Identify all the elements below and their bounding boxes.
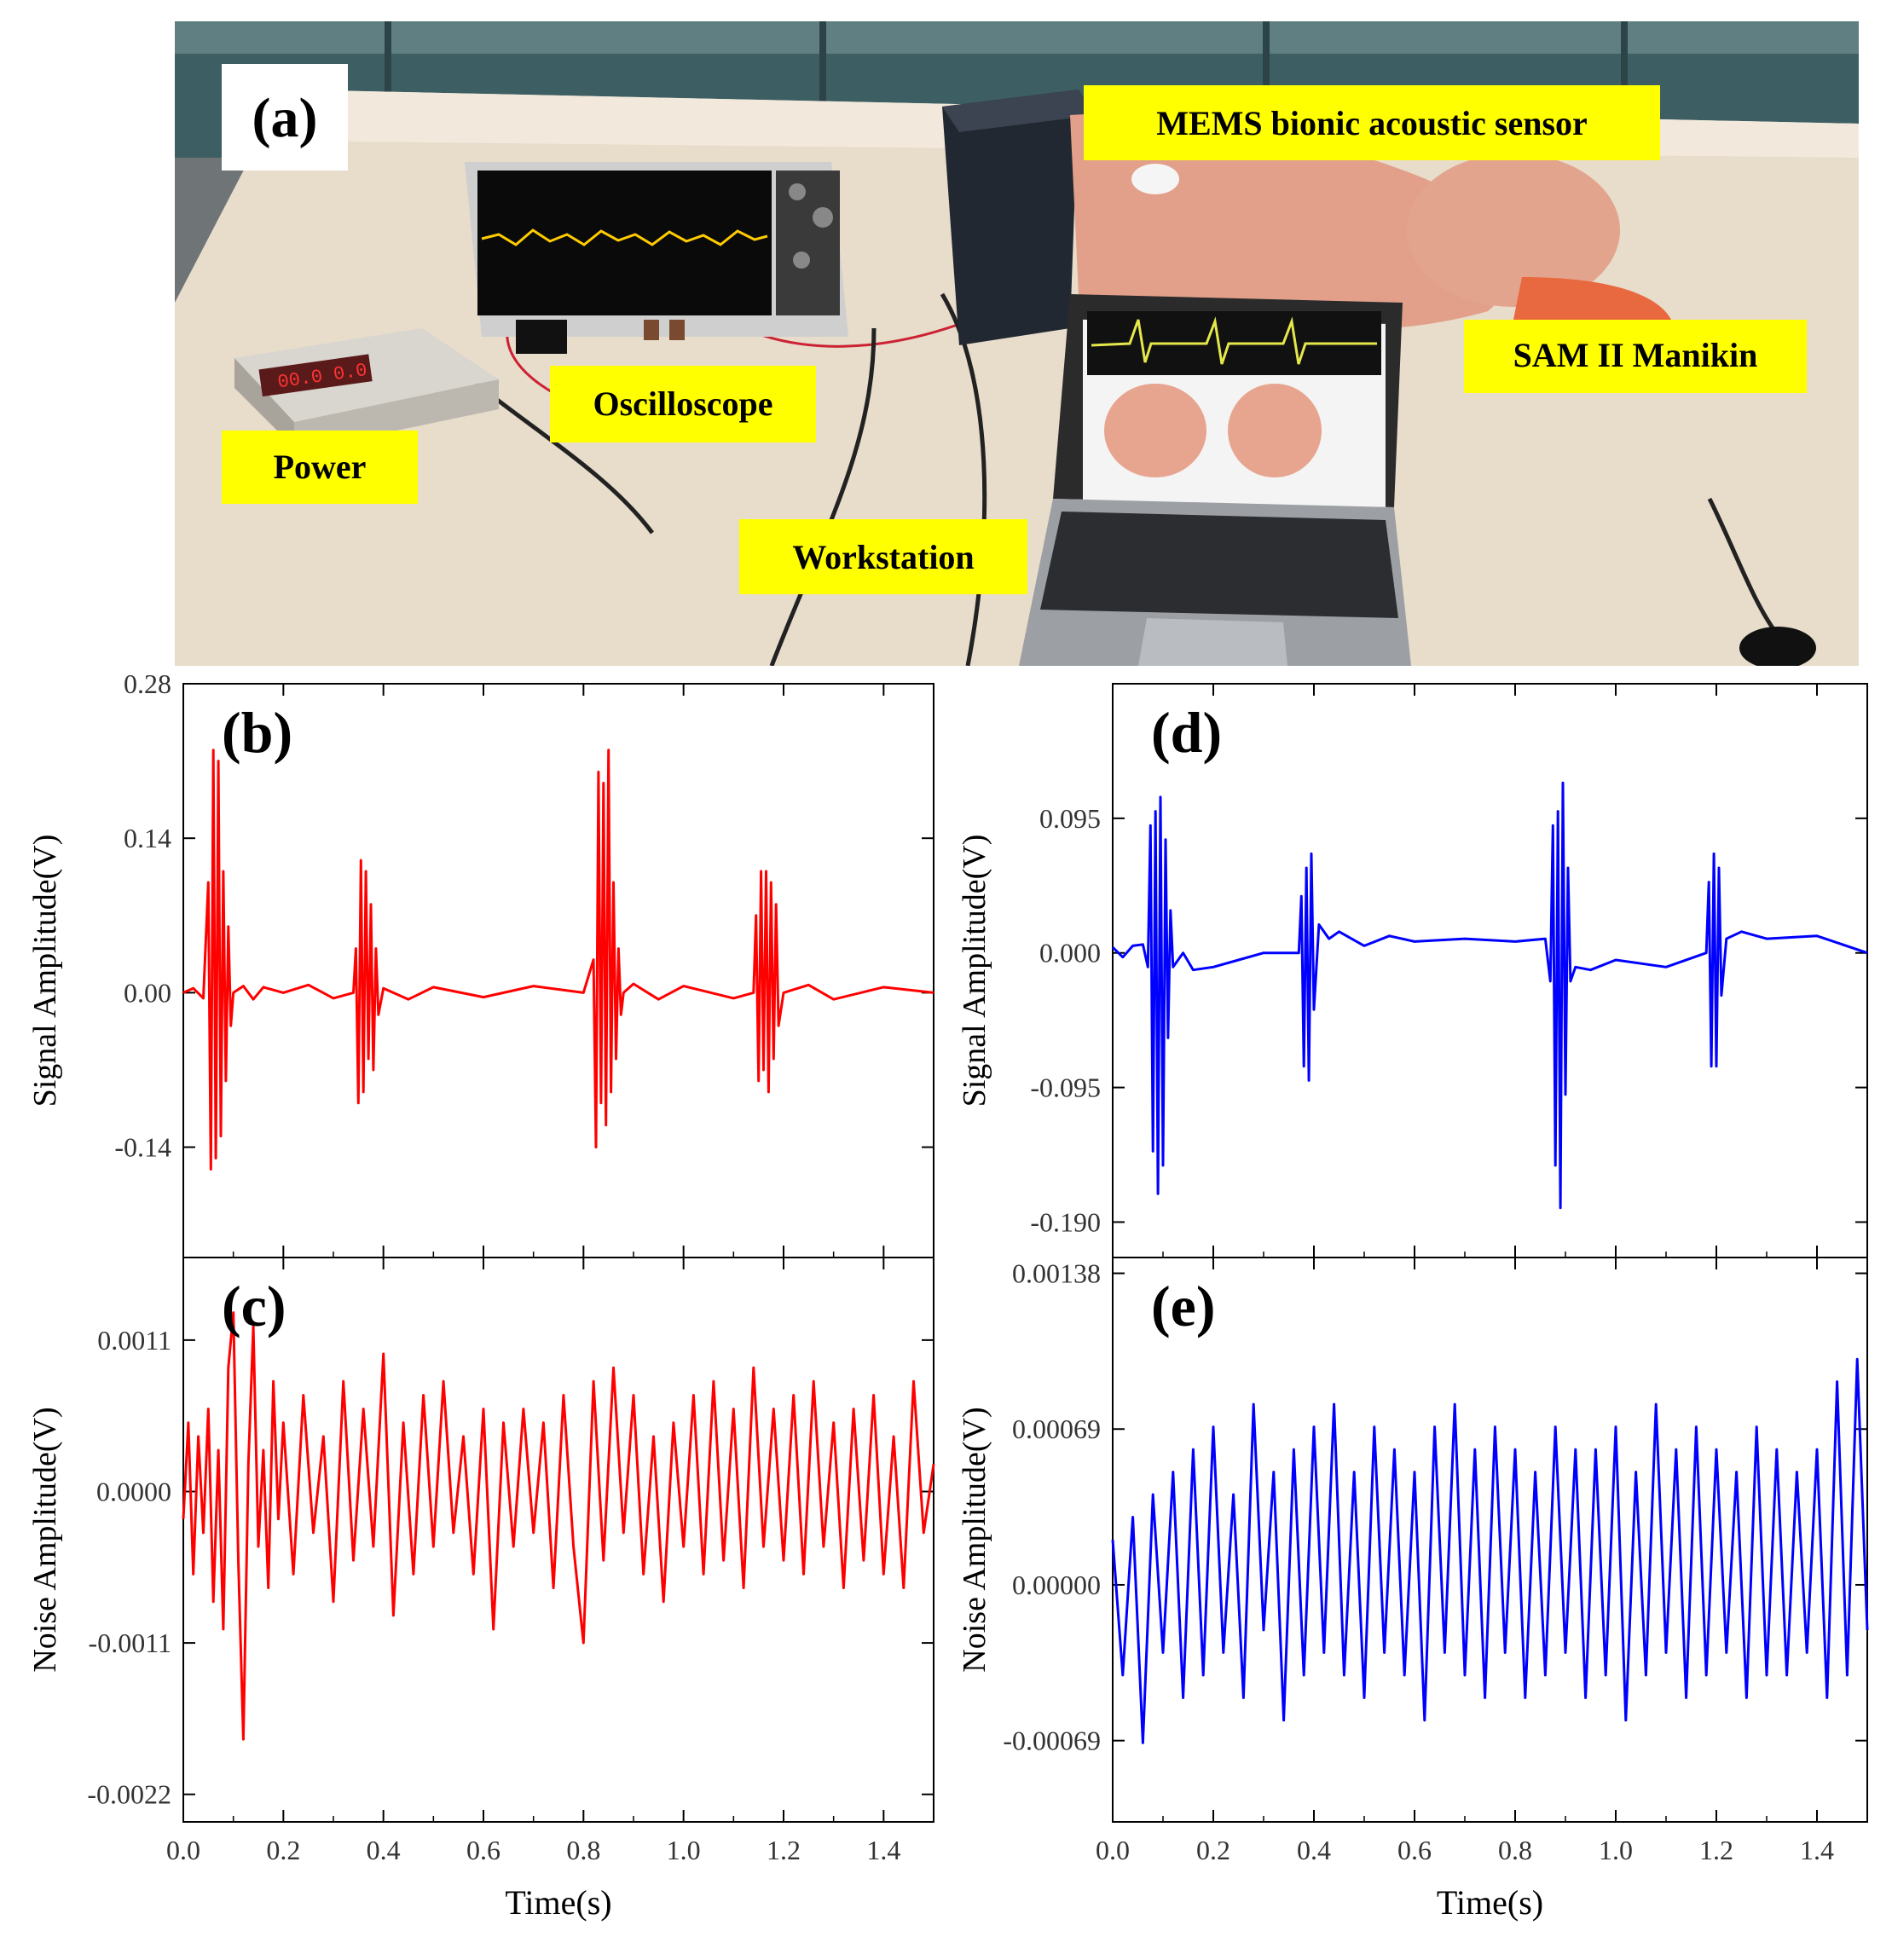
y-tick-label-d-1: 0.000 <box>1039 938 1101 968</box>
series-line-e <box>1111 1357 1869 1744</box>
x-tick-label-c-5: 1.0 <box>667 1835 701 1865</box>
x-tick-label-c-4: 0.8 <box>566 1835 600 1865</box>
x-axis-label-e: Time(s) <box>1437 1883 1543 1922</box>
plot-frame-b <box>182 683 934 1258</box>
panel-label-c: (c) <box>222 1274 286 1338</box>
y-tick-label-b-1: 0.14 <box>124 823 171 853</box>
x-tick-label-e-5: 1.0 <box>1599 1835 1633 1865</box>
x-tick-label-e-3: 0.6 <box>1397 1835 1432 1865</box>
y-tick-label-b-3: -0.14 <box>114 1132 171 1163</box>
x-tick-label-e-2: 0.4 <box>1297 1835 1331 1865</box>
y-tick-label-e-1: 0.00069 <box>1012 1414 1101 1444</box>
x-tick-label-c-0: 0.0 <box>166 1835 200 1865</box>
y-tick-label-e-0: 0.00138 <box>1012 1258 1101 1289</box>
panel-label-a: (a) <box>252 87 318 149</box>
y-axis-label-b: Signal Amplitude(V) <box>27 835 63 1107</box>
experimental-setup-photo: 00.0 0.0 (a) MEMS bionic acoustic sensor… <box>175 21 1859 666</box>
label-oscilloscope: Oscilloscope <box>593 384 772 423</box>
panel-label-b: (b) <box>222 700 292 765</box>
series-line-d <box>1111 781 1868 1210</box>
y-tick-label-c-2: -0.0011 <box>89 1628 171 1658</box>
x-tick-label-c-6: 1.2 <box>767 1835 801 1865</box>
y-tick-label-c-3: -0.0022 <box>87 1779 171 1810</box>
x-tick-label-c-2: 0.4 <box>367 1835 401 1865</box>
y-tick-label-d-2: -0.095 <box>1030 1073 1101 1103</box>
plot-frame-d <box>1112 683 1868 1258</box>
x-tick-label-c-7: 1.4 <box>866 1835 900 1865</box>
panel-label-d: (d) <box>1151 700 1222 765</box>
x-tick-label-c-3: 0.6 <box>466 1835 500 1865</box>
y-tick-label-e-3: -0.00069 <box>1003 1726 1101 1756</box>
x-tick-label-e-4: 0.8 <box>1498 1835 1532 1865</box>
y-tick-label-d-0: 0.095 <box>1039 803 1101 834</box>
label-sam-manikin: SAM II Manikin <box>1513 336 1758 374</box>
x-tick-label-c-1: 0.2 <box>266 1835 300 1865</box>
panel-label-e: (e) <box>1151 1274 1215 1338</box>
x-axis-label-c: Time(s) <box>505 1883 611 1922</box>
label-workstation: Workstation <box>792 538 974 576</box>
y-axis-label-e: Noise Amplitude(V) <box>957 1407 992 1672</box>
x-tick-label-e-1: 0.2 <box>1196 1835 1230 1865</box>
y-tick-label-c-0: 0.0011 <box>97 1325 171 1356</box>
y-axis-label-c: Noise Amplitude(V) <box>27 1407 63 1672</box>
series-line-b <box>182 749 934 1171</box>
x-tick-label-e-7: 1.4 <box>1800 1835 1834 1865</box>
x-tick-label-e-0: 0.0 <box>1096 1835 1130 1865</box>
plot-frame-c <box>182 1257 934 1823</box>
y-tick-label-b-0: 0.28 <box>124 668 171 699</box>
label-power: Power <box>274 448 367 486</box>
y-tick-label-c-1: 0.0000 <box>96 1476 171 1506</box>
y-tick-label-d-3: -0.190 <box>1030 1206 1101 1237</box>
y-tick-label-e-2: 0.00000 <box>1012 1570 1101 1600</box>
y-axis-label-d: Signal Amplitude(V) <box>957 835 992 1107</box>
x-tick-label-e-6: 1.2 <box>1699 1835 1733 1865</box>
label-mems-sensor: MEMS bionic acoustic sensor <box>1156 104 1588 142</box>
y-tick-label-b-2: 0.00 <box>124 977 171 1008</box>
series-line-c <box>182 1311 935 1741</box>
